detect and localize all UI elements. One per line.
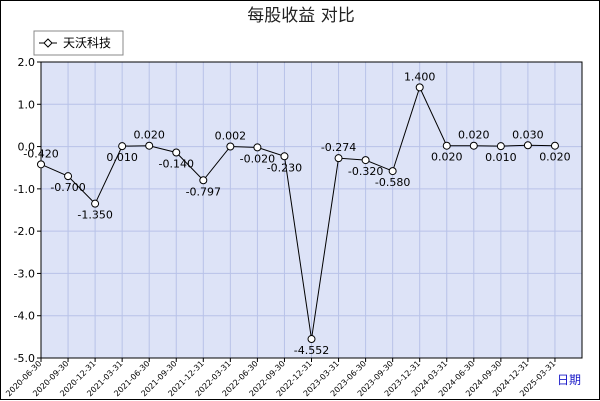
data-point-marker — [64, 172, 73, 181]
y-tick-label: 1.0 — [18, 98, 36, 111]
y-tick-label: -4.0 — [14, 310, 35, 323]
data-point-marker — [469, 141, 478, 150]
y-tick-label: -5.0 — [14, 352, 35, 365]
data-point-marker — [37, 160, 45, 169]
data-point-marker — [388, 167, 397, 176]
data-label: -1.350 — [77, 209, 112, 222]
data-point-marker — [523, 141, 532, 150]
data-label: 0.020 — [431, 151, 463, 164]
data-point-marker — [307, 335, 316, 344]
y-tick-label: -3.0 — [14, 267, 35, 280]
legend-entry: 天沃科技 — [63, 36, 111, 50]
data-label: -4.552 — [294, 344, 329, 357]
data-label: -0.230 — [267, 161, 302, 174]
legend: 天沃科技 — [33, 30, 124, 56]
data-point-marker — [550, 141, 559, 150]
chart-title: 每股收益 对比 — [247, 6, 354, 26]
data-label: 0.030 — [512, 128, 544, 141]
y-tick-label: -1.0 — [14, 183, 35, 196]
data-point-marker — [496, 142, 505, 151]
data-point-marker — [91, 199, 100, 208]
legend-marker-icon — [43, 38, 53, 48]
data-label: -0.140 — [159, 157, 194, 170]
data-label: -0.020 — [240, 152, 275, 165]
legend-box — [33, 30, 124, 56]
data-label: -0.420 — [23, 147, 58, 160]
data-label: -0.700 — [50, 181, 85, 194]
data-label: 0.020 — [539, 151, 571, 164]
data-label: 1.400 — [404, 70, 436, 83]
data-point-marker — [226, 142, 235, 151]
data-point-marker — [145, 141, 154, 150]
data-point-marker — [361, 156, 370, 165]
data-label: -0.320 — [348, 165, 383, 178]
y-tick-label: 2.0 — [18, 56, 36, 69]
plot-border — [40, 61, 583, 359]
data-point-marker — [442, 141, 451, 150]
data-point-marker — [118, 142, 127, 151]
data-label: -0.580 — [375, 176, 410, 189]
data-point-marker — [253, 143, 262, 152]
x-axis-title: 日期 — [557, 373, 581, 387]
y-tick-label: -2.0 — [14, 225, 35, 238]
data-label: 0.020 — [458, 129, 490, 142]
data-label: 0.010 — [485, 151, 517, 164]
data-point-marker — [280, 152, 289, 161]
data-label: 0.002 — [215, 129, 247, 142]
data-label: 0.020 — [133, 129, 165, 142]
data-label: 0.010 — [106, 151, 138, 164]
plot-area: 2.01.00.0-1.0-2.0-3.0-4.0-5.02020-06-302… — [4, 56, 583, 398]
y-tick-label: 0.0 — [18, 141, 36, 154]
data-label: -0.797 — [186, 185, 221, 198]
data-point-marker — [334, 154, 343, 163]
data-point-marker — [199, 176, 208, 185]
series-line — [40, 86, 555, 340]
data-point-marker — [415, 83, 424, 92]
data-point-marker — [172, 148, 181, 157]
data-label: -0.274 — [321, 141, 356, 154]
